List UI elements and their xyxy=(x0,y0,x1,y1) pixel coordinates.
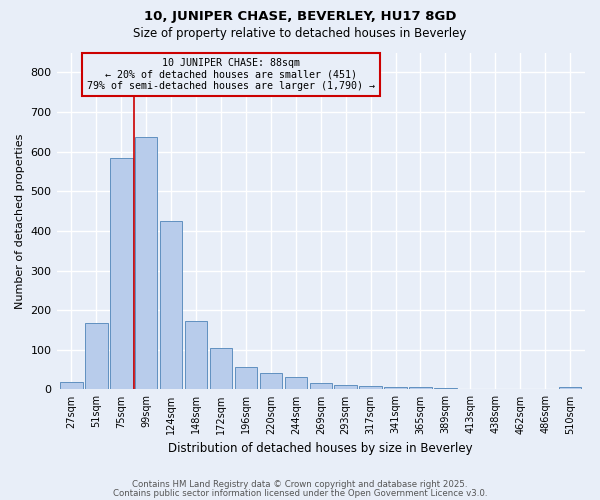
Bar xyxy=(60,382,83,390)
Bar xyxy=(434,388,457,390)
Text: Contains public sector information licensed under the Open Government Licence v3: Contains public sector information licen… xyxy=(113,488,487,498)
Bar xyxy=(385,386,407,390)
Bar xyxy=(160,221,182,390)
Bar xyxy=(260,373,282,390)
Text: Size of property relative to detached houses in Beverley: Size of property relative to detached ho… xyxy=(133,28,467,40)
Bar xyxy=(284,376,307,390)
Bar xyxy=(334,386,357,390)
Text: Contains HM Land Registry data © Crown copyright and database right 2025.: Contains HM Land Registry data © Crown c… xyxy=(132,480,468,489)
X-axis label: Distribution of detached houses by size in Beverley: Distribution of detached houses by size … xyxy=(169,442,473,455)
Bar xyxy=(559,387,581,390)
Y-axis label: Number of detached properties: Number of detached properties xyxy=(15,134,25,308)
Bar xyxy=(135,136,157,390)
Bar xyxy=(85,323,107,390)
Bar xyxy=(359,386,382,390)
Bar xyxy=(185,322,208,390)
Bar xyxy=(110,158,133,390)
Bar xyxy=(459,388,482,390)
Text: 10, JUNIPER CHASE, BEVERLEY, HU17 8GD: 10, JUNIPER CHASE, BEVERLEY, HU17 8GD xyxy=(144,10,456,23)
Text: 10 JUNIPER CHASE: 88sqm
← 20% of detached houses are smaller (451)
79% of semi-d: 10 JUNIPER CHASE: 88sqm ← 20% of detache… xyxy=(87,58,375,91)
Bar xyxy=(235,367,257,390)
Bar xyxy=(210,348,232,390)
Bar xyxy=(310,384,332,390)
Bar xyxy=(409,388,431,390)
